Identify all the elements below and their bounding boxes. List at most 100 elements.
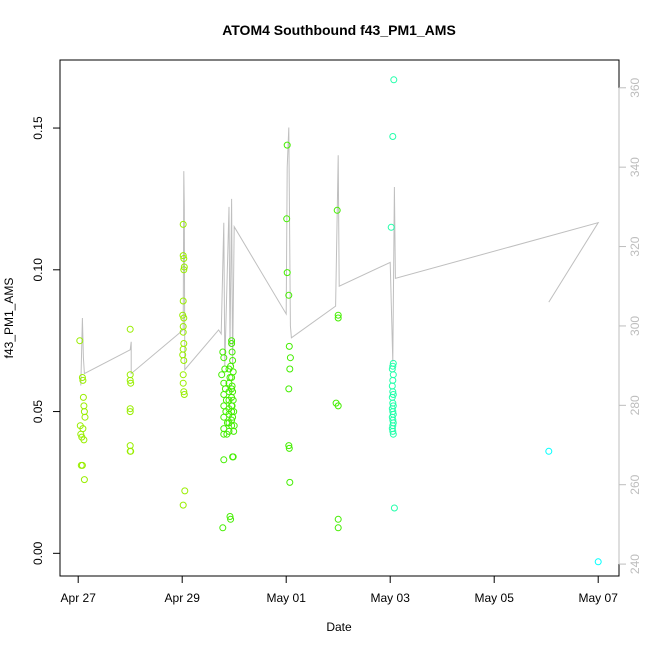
data-point: [180, 314, 188, 322]
data-point: [179, 501, 187, 509]
y2-tick-label: 280: [628, 395, 642, 415]
data-point: [229, 388, 237, 396]
data-point: [389, 362, 397, 370]
data-point: [179, 328, 187, 336]
data-point: [222, 396, 230, 404]
data-point: [286, 478, 294, 486]
data-point: [334, 314, 342, 322]
series-line: [80, 127, 600, 386]
y2-tick-label: 260: [628, 474, 642, 494]
data-point: [80, 408, 88, 416]
data-point: [80, 476, 88, 484]
y2-tick-label: 240: [628, 554, 642, 574]
data-point: [179, 379, 187, 387]
data-point: [389, 371, 397, 379]
y-tick-label: 0.05: [31, 400, 45, 424]
data-point: [389, 133, 397, 140]
data-point: [229, 368, 237, 376]
y-axis-right: 240 260 280 300 320 340 360: [618, 77, 642, 574]
data-point: [334, 402, 342, 410]
data-point: [333, 206, 341, 214]
x-tick-label: Apr 27: [61, 591, 97, 605]
data-point: [228, 348, 236, 356]
data-point: [388, 382, 396, 390]
data-point: [220, 456, 228, 464]
data-point: [181, 487, 189, 495]
data-point: [230, 427, 238, 435]
data-point: [126, 442, 134, 450]
y2-tick-label: 340: [628, 157, 642, 177]
data-point: [283, 215, 291, 223]
data-point: [180, 388, 188, 396]
data-point: [180, 391, 188, 398]
data-point: [179, 220, 187, 228]
data-point: [283, 141, 291, 149]
x-tick-label: Apr 29: [165, 591, 201, 605]
data-point: [285, 342, 293, 350]
data-point: [285, 291, 293, 299]
chart-title: ATOM4 Southbound f43_PM1_AMS: [222, 22, 456, 38]
data-point: [545, 447, 553, 455]
data-point: [180, 263, 188, 271]
data-point: [226, 513, 234, 520]
data-point: [219, 524, 227, 532]
data-point: [229, 453, 237, 461]
series-line-layer: [80, 127, 600, 386]
data-point: [286, 365, 294, 373]
data-point: [127, 379, 135, 387]
data-point: [285, 444, 293, 452]
y-axis-label: f43_PM1_AMS: [2, 278, 16, 359]
data-point: [179, 297, 187, 305]
data-point: [81, 413, 89, 421]
series-points-layer: [76, 76, 602, 566]
data-point: [390, 76, 398, 84]
data-point: [285, 442, 293, 450]
data-point: [126, 405, 134, 413]
data-point: [389, 427, 397, 435]
data-point: [594, 558, 602, 566]
data-point: [126, 325, 134, 333]
data-point: [78, 374, 86, 381]
data-point: [179, 371, 187, 379]
data-point: [220, 354, 228, 362]
y-tick-label: 0.15: [31, 116, 45, 140]
y2-tick-label: 360: [628, 77, 642, 97]
data-point: [126, 376, 134, 384]
data-point: [227, 362, 235, 370]
data-point: [180, 255, 188, 262]
data-point: [225, 427, 233, 435]
data-point: [390, 504, 398, 512]
data-point: [389, 430, 397, 438]
data-point: [180, 266, 188, 274]
data-point: [180, 340, 188, 347]
data-point: [80, 402, 88, 410]
y2-tick-label: 300: [628, 316, 642, 336]
data-point: [221, 365, 229, 373]
data-point: [180, 357, 188, 364]
x-tick-label: May 01: [267, 591, 307, 605]
data-point: [220, 413, 228, 421]
data-point: [389, 376, 397, 384]
data-point: [229, 413, 237, 421]
data-point: [79, 393, 87, 401]
data-point: [80, 436, 88, 444]
data-point: [179, 252, 187, 260]
data-point: [218, 371, 226, 379]
data-point: [334, 311, 342, 319]
x-axis: Apr 27 Apr 29 May 01 May 03 May 05 May 07: [61, 575, 618, 605]
y-tick-label: 0.00: [31, 541, 45, 565]
data-point: [220, 430, 228, 438]
data-point: [389, 391, 397, 398]
y2-tick-label: 320: [628, 236, 642, 256]
data-point: [225, 396, 233, 404]
data-point: [285, 385, 293, 393]
data-point: [79, 376, 87, 384]
data-point: [126, 447, 134, 455]
x-tick-label: May 05: [475, 591, 515, 605]
x-axis-label: Date: [326, 620, 352, 634]
data-point: [76, 337, 84, 345]
data-point: [228, 337, 236, 345]
data-point: [220, 391, 228, 398]
data-point: [334, 515, 342, 523]
